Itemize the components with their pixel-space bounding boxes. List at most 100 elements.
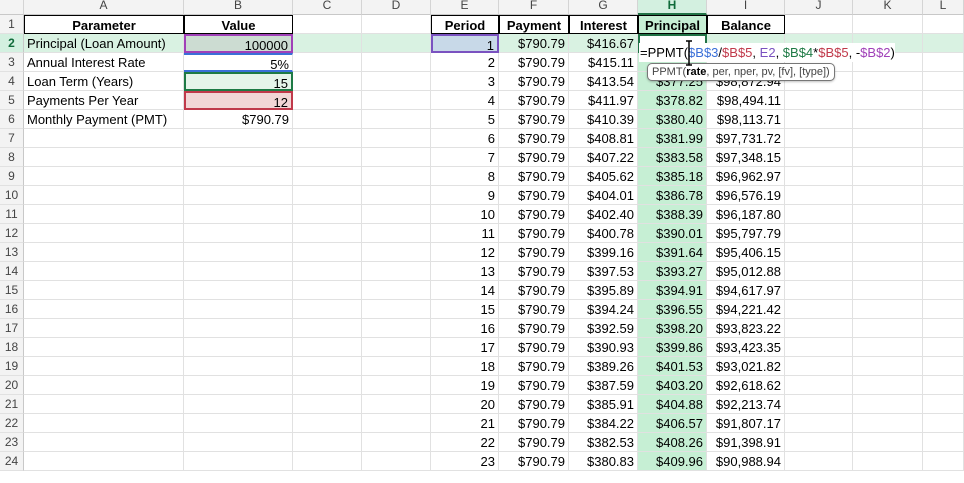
row-header[interactable]: 6 bbox=[0, 110, 24, 129]
grid-cell[interactable] bbox=[923, 148, 964, 167]
schedule-period[interactable]: 5 bbox=[431, 110, 499, 129]
row-header[interactable]: 4 bbox=[0, 72, 24, 91]
column-header-a[interactable]: A bbox=[24, 0, 184, 15]
schedule-period[interactable]: 9 bbox=[431, 186, 499, 205]
grid-cell[interactable] bbox=[785, 129, 853, 148]
schedule-interest[interactable]: $399.16 bbox=[569, 243, 638, 262]
schedule-period[interactable]: 7 bbox=[431, 148, 499, 167]
grid-cell[interactable] bbox=[853, 338, 923, 357]
param-label[interactable]: Monthly Payment (PMT) bbox=[24, 110, 184, 129]
param-label[interactable]: Payments Per Year bbox=[24, 91, 184, 110]
grid-cell[interactable] bbox=[184, 224, 293, 243]
grid-cell[interactable] bbox=[785, 148, 853, 167]
grid-cell[interactable] bbox=[853, 357, 923, 376]
schedule-principal[interactable]: $383.58 bbox=[638, 148, 707, 167]
column-header-l[interactable]: L bbox=[923, 0, 964, 15]
grid-cell[interactable] bbox=[24, 338, 184, 357]
grid-cell[interactable] bbox=[362, 262, 431, 281]
grid-cell[interactable] bbox=[853, 224, 923, 243]
grid-cell[interactable] bbox=[362, 433, 431, 452]
param-value[interactable]: 15 bbox=[184, 72, 293, 91]
schedule-balance[interactable]: $93,021.82 bbox=[707, 357, 785, 376]
row-header[interactable]: 7 bbox=[0, 129, 24, 148]
schedule-period[interactable]: 17 bbox=[431, 338, 499, 357]
grid-cell[interactable] bbox=[923, 281, 964, 300]
grid-cell[interactable] bbox=[24, 243, 184, 262]
grid-cell[interactable] bbox=[293, 129, 362, 148]
grid-cell[interactable] bbox=[24, 281, 184, 300]
row-header[interactable]: 22 bbox=[0, 414, 24, 433]
grid-cell[interactable] bbox=[785, 243, 853, 262]
grid-cell[interactable] bbox=[24, 319, 184, 338]
grid-cell[interactable] bbox=[362, 281, 431, 300]
schedule-balance[interactable]: $98,113.71 bbox=[707, 110, 785, 129]
grid-cell[interactable] bbox=[184, 414, 293, 433]
schedule-balance[interactable]: $95,406.15 bbox=[707, 243, 785, 262]
schedule-payment[interactable]: $790.79 bbox=[499, 167, 569, 186]
schedule-interest[interactable]: $400.78 bbox=[569, 224, 638, 243]
grid-cell[interactable] bbox=[785, 72, 853, 91]
grid-cell[interactable] bbox=[923, 110, 964, 129]
params-header-value[interactable]: Value bbox=[184, 15, 293, 34]
schedule-interest[interactable]: $402.40 bbox=[569, 205, 638, 224]
grid-cell[interactable] bbox=[24, 376, 184, 395]
grid-cell[interactable] bbox=[853, 376, 923, 395]
schedule-period[interactable]: 23 bbox=[431, 452, 499, 471]
schedule-balance[interactable]: $96,962.97 bbox=[707, 167, 785, 186]
schedule-balance[interactable]: $92,213.74 bbox=[707, 395, 785, 414]
row-header[interactable]: 8 bbox=[0, 148, 24, 167]
schedule-period[interactable]: 19 bbox=[431, 376, 499, 395]
grid-cell[interactable] bbox=[362, 300, 431, 319]
schedule-interest[interactable]: $397.53 bbox=[569, 262, 638, 281]
grid-cell[interactable] bbox=[362, 452, 431, 471]
schedule-balance[interactable]: $96,187.80 bbox=[707, 205, 785, 224]
schedule-payment[interactable]: $790.79 bbox=[499, 338, 569, 357]
grid-cell[interactable] bbox=[184, 129, 293, 148]
schedule-principal[interactable]: $381.99 bbox=[638, 129, 707, 148]
grid-cell[interactable] bbox=[293, 452, 362, 471]
grid-cell[interactable] bbox=[24, 433, 184, 452]
schedule-header-balance[interactable]: Balance bbox=[707, 15, 785, 34]
row-header[interactable]: 1 bbox=[0, 15, 24, 34]
grid-cell[interactable] bbox=[923, 34, 964, 53]
grid-cell[interactable] bbox=[293, 414, 362, 433]
grid-cell[interactable] bbox=[362, 53, 431, 72]
row-header[interactable]: 11 bbox=[0, 205, 24, 224]
grid-cell[interactable] bbox=[853, 300, 923, 319]
grid-cell[interactable] bbox=[293, 338, 362, 357]
grid-cell[interactable] bbox=[184, 148, 293, 167]
schedule-interest[interactable]: $394.24 bbox=[569, 300, 638, 319]
cell-edit-formula[interactable]: =PPMT($B$3/$B$5, E2, $B$4*$B$5, -$B$2) bbox=[639, 43, 895, 62]
grid-cell[interactable] bbox=[293, 205, 362, 224]
grid-cell[interactable] bbox=[853, 452, 923, 471]
schedule-interest[interactable]: $384.22 bbox=[569, 414, 638, 433]
grid-cell[interactable] bbox=[785, 167, 853, 186]
grid-cell[interactable] bbox=[853, 129, 923, 148]
grid-cell[interactable] bbox=[362, 243, 431, 262]
grid-cell[interactable] bbox=[362, 110, 431, 129]
grid-cell[interactable] bbox=[785, 110, 853, 129]
schedule-balance[interactable]: $93,823.22 bbox=[707, 319, 785, 338]
schedule-payment[interactable]: $790.79 bbox=[499, 376, 569, 395]
grid-cell[interactable] bbox=[923, 53, 964, 72]
grid-cell[interactable] bbox=[362, 91, 431, 110]
schedule-period[interactable]: 6 bbox=[431, 129, 499, 148]
schedule-payment[interactable]: $790.79 bbox=[499, 224, 569, 243]
schedule-principal[interactable]: $391.64 bbox=[638, 243, 707, 262]
grid-cell[interactable] bbox=[923, 300, 964, 319]
param-value[interactable]: 100000 bbox=[184, 34, 293, 53]
schedule-payment[interactable]: $790.79 bbox=[499, 91, 569, 110]
column-header-d[interactable]: D bbox=[362, 0, 431, 15]
schedule-period[interactable]: 3 bbox=[431, 72, 499, 91]
param-value[interactable]: $790.79 bbox=[184, 110, 293, 129]
grid-cell[interactable] bbox=[923, 186, 964, 205]
grid-cell[interactable] bbox=[923, 205, 964, 224]
schedule-payment[interactable]: $790.79 bbox=[499, 129, 569, 148]
schedule-period[interactable]: 2 bbox=[431, 53, 499, 72]
grid-cell[interactable] bbox=[853, 414, 923, 433]
schedule-balance[interactable]: $90,988.94 bbox=[707, 452, 785, 471]
schedule-payment[interactable]: $790.79 bbox=[499, 148, 569, 167]
grid-cell[interactable] bbox=[293, 186, 362, 205]
schedule-interest[interactable]: $411.97 bbox=[569, 91, 638, 110]
schedule-period[interactable]: 11 bbox=[431, 224, 499, 243]
